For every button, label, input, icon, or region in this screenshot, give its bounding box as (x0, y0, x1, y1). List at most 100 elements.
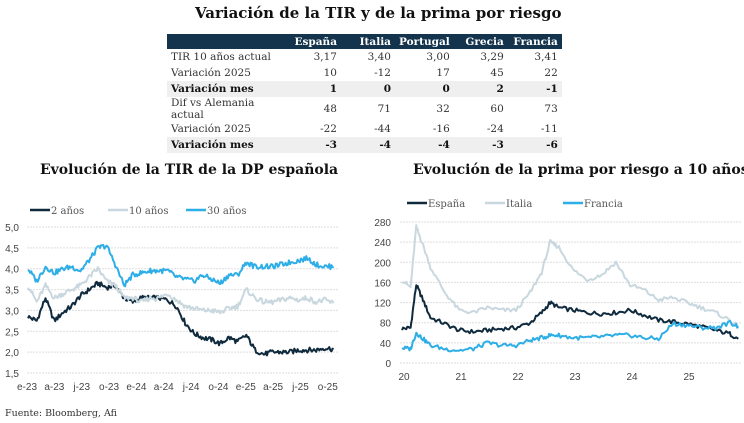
legend-label: 30 años (207, 206, 246, 217)
cell-value: 0 (395, 81, 454, 97)
y-tick-label: 280 (374, 218, 391, 229)
header-españa: España (287, 34, 341, 49)
x-tick-label: j-25 (291, 382, 309, 393)
y-tick-label: 2,0 (5, 348, 19, 359)
cell-value: -4 (395, 137, 454, 153)
x-tick-label: e-24 (126, 382, 146, 393)
variation-table: España Italia Portugal Grecia Francia TIR 10… (167, 34, 562, 153)
legend-label: 10 años (129, 206, 168, 217)
x-tick-label: e-25 (236, 382, 256, 393)
legend-label: España (428, 199, 465, 210)
x-tick-label: e-23 (17, 382, 37, 393)
cell-value: 3,41 (534, 51, 558, 63)
table-row: Dif vs Alemania actual 48 71 32 60 73 (167, 97, 562, 121)
cell-value: -44 (374, 123, 391, 135)
cell-value: 3,17 (313, 51, 337, 63)
table-row: Variación mes 1 0 0 2 -1 (167, 81, 562, 97)
cell-value: -1 (507, 81, 562, 97)
cell-value: -24 (486, 123, 504, 135)
y-tick-label: 0 (385, 359, 391, 370)
cell-value: 45 (490, 67, 504, 79)
y-tick-label: 4,5 (5, 244, 19, 255)
cell-value: 71 (377, 103, 391, 115)
table-row: Variación 2025 -22 -44 -16 -24 -11 (167, 121, 562, 137)
cell-value: 3,00 (426, 51, 450, 63)
cell-value: -12 (374, 67, 391, 79)
cell-value: 10 (323, 67, 337, 79)
row-label: TIR 10 años actual (171, 51, 271, 63)
legend-label: Francia (584, 199, 623, 210)
cell-value: -22 (320, 123, 337, 135)
row-label: Variación 2025 (171, 123, 251, 135)
cell-value: 32 (436, 103, 450, 115)
table-body: TIR 10 años actual 3,17 3,40 3,00 3,29 3,41 Va… (167, 49, 562, 153)
cell-value: 22 (544, 67, 558, 79)
source-note: Fuente: Bloomberg, Afi (5, 408, 117, 419)
cell-value: 17 (436, 67, 450, 79)
cell-value: -16 (432, 123, 450, 135)
x-tick-label: 22 (512, 372, 524, 383)
series-line-10-años (27, 266, 335, 315)
header-portugal: Portugal (395, 34, 454, 49)
cell-value: -4 (341, 137, 395, 153)
x-tick-label: a-23 (44, 382, 64, 393)
y-tick-label: 40 (380, 339, 392, 350)
series-line-2-años (27, 280, 335, 357)
table-row: Variación mes -3 -4 -4 -3 -6 (167, 137, 562, 153)
table-header-row: España Italia Portugal Grecia Francia (167, 34, 562, 49)
header-italia: Italia (341, 34, 395, 49)
x-tick-label: a-25 (263, 382, 283, 393)
y-tick-label: 120 (374, 299, 391, 310)
cell-value: 48 (323, 103, 337, 115)
cell-value: -6 (507, 137, 562, 153)
header-grecia: Grecia (453, 34, 508, 49)
y-tick-label: 80 (380, 319, 392, 330)
series-line-italia (401, 224, 739, 329)
cell-value: 3,40 (367, 51, 391, 63)
y-tick-label: 4,0 (5, 265, 19, 276)
legend-label: 2 años (51, 206, 84, 217)
cell-value: 60 (490, 103, 504, 115)
header-blank (167, 34, 287, 49)
x-tick-label: 23 (569, 372, 581, 383)
row-label: Variación mes (167, 81, 287, 97)
cell-value: -3 (287, 137, 341, 153)
y-tick-label: 1,5 (5, 369, 19, 380)
x-tick-label: 25 (683, 372, 695, 383)
x-tick-label: j-24 (182, 382, 200, 393)
x-tick-label: a-24 (154, 382, 174, 393)
cell-value: 2 (453, 81, 508, 97)
y-tick-label: 240 (374, 238, 391, 249)
y-tick-label: 3,5 (5, 286, 19, 297)
legend-label: Italia (506, 199, 532, 210)
x-tick-label: 21 (455, 372, 467, 383)
row-label: Dif vs Alemania actual (171, 97, 255, 121)
row-label: Variación 2025 (171, 67, 251, 79)
right-chart-title: Evolución de la prima por riesgo a 10 añ… (413, 162, 744, 178)
y-tick-label: 160 (374, 278, 391, 289)
y-tick-label: 200 (374, 258, 391, 269)
header-francia: Francia (507, 34, 562, 49)
cell-value: 1 (287, 81, 341, 97)
x-tick-label: 20 (398, 372, 410, 383)
x-tick-label: j-23 (72, 382, 90, 393)
table-row: Variación 2025 10 -12 17 45 22 (167, 65, 562, 81)
cell-value: -11 (540, 123, 558, 135)
x-tick-label: o-25 (318, 382, 338, 393)
y-tick-label: 2,5 (5, 327, 19, 338)
series-line-francia (401, 319, 740, 353)
series-line-30-años (27, 243, 335, 288)
left-chart-title: Evolución de la TIR de la DP española (40, 162, 339, 178)
table-row: TIR 10 años actual 3,17 3,40 3,00 3,29 3,41 (167, 49, 562, 65)
x-tick-label: 24 (626, 372, 638, 383)
y-tick-label: 3,0 (5, 306, 19, 317)
main-title: Variación de la TIR y de la prima por ri… (195, 4, 562, 22)
cell-value: 73 (544, 103, 558, 115)
x-tick-label: o-24 (208, 382, 228, 393)
cell-value: 3,29 (480, 51, 504, 63)
row-label: Variación mes (167, 137, 287, 153)
series-line-españa (401, 284, 739, 340)
cell-value: 0 (341, 81, 395, 97)
y-tick-label: 5,0 (5, 223, 19, 234)
